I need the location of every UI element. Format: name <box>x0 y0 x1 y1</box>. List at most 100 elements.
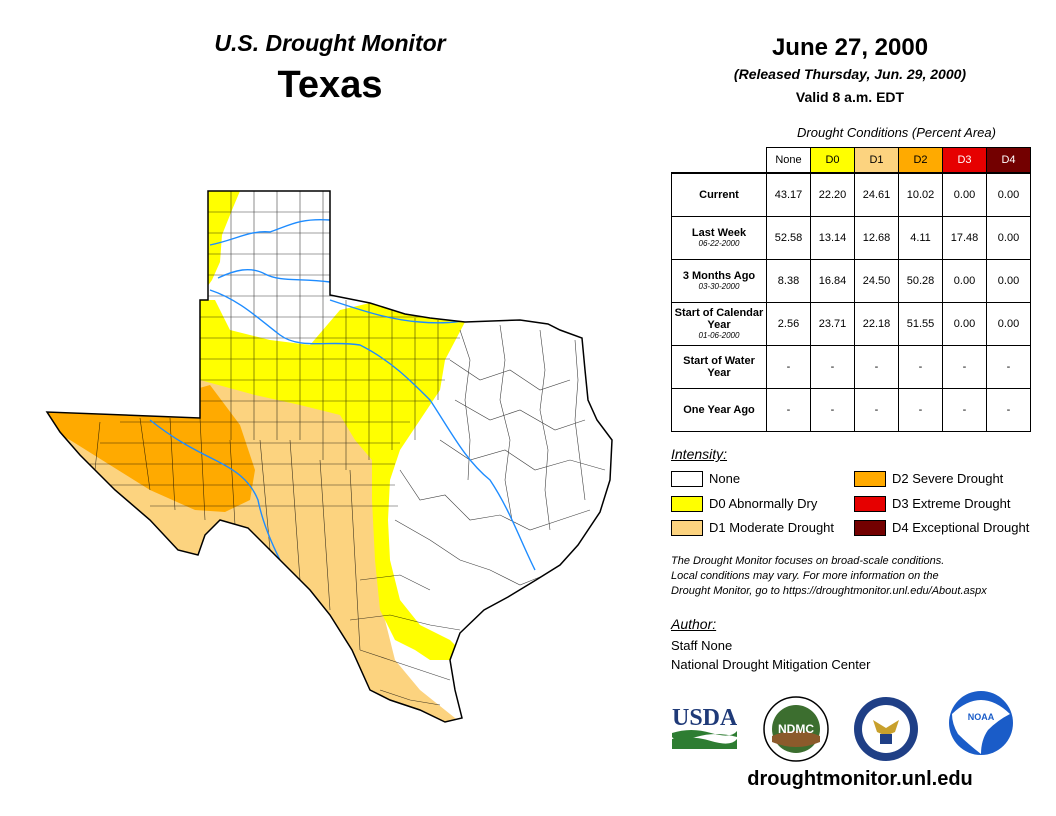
ndmc-logo: NDMC <box>763 696 829 762</box>
table-cell: 52.58 <box>766 216 811 260</box>
noaa-logo: NOAA <box>949 691 1013 755</box>
legend-swatch <box>854 471 886 487</box>
table-cell: - <box>986 388 1031 432</box>
brazos-river <box>209 289 536 571</box>
table-row-last-week: Last Week 06-22-2000 52.58 13.14 12.68 4.… <box>671 216 1031 260</box>
table-cell: 0.00 <box>942 172 987 217</box>
row-label-text: 3 Months Ago <box>682 270 756 282</box>
table-cell: 24.61 <box>854 172 899 217</box>
red-river <box>329 299 471 324</box>
table-cell: - <box>898 345 943 389</box>
shield-icon <box>880 734 892 744</box>
table-cell: - <box>854 388 899 432</box>
legend-swatch <box>854 520 886 536</box>
table-cell: 0.00 <box>942 259 987 303</box>
pecos-river <box>149 419 281 561</box>
drought-conditions-table: None D0 D1 D2 D3 D4 Current 43.17 22.20 … <box>671 147 1031 432</box>
table-cell: 23.71 <box>810 302 855 346</box>
table-cell: - <box>942 388 987 432</box>
noaa-logo-text: NOAA <box>968 712 995 722</box>
col-header-d2: D2 <box>898 147 943 174</box>
table-cell: 8.38 <box>766 259 811 303</box>
legend-label: D3 Extreme Drought <box>892 496 1011 511</box>
seagull-icon <box>952 700 1010 754</box>
county-lines <box>90 191 606 706</box>
col-header-d0: D0 <box>810 147 855 174</box>
website-link[interactable]: droughtmonitor.unl.edu <box>747 768 973 790</box>
row-date: 06-22-2000 <box>698 239 740 248</box>
col-header-d3: D3 <box>942 147 987 174</box>
legend-title: Intensity: <box>671 446 728 462</box>
map-date: June 27, 2000 <box>771 34 929 61</box>
legend-label: None <box>709 471 741 486</box>
table-cell: 51.55 <box>898 302 943 346</box>
row-label-text: One Year Ago <box>683 404 755 416</box>
table-cell: - <box>898 388 943 432</box>
rivers <box>149 218 536 571</box>
row-label: Start of Calendar Year 01-06-2000 <box>671 302 767 346</box>
usda-logo-field <box>672 737 737 749</box>
legend-swatch <box>671 520 703 536</box>
d0-zone-panhandle <box>205 191 240 290</box>
table-row-one-year-ago: One Year Ago - - - - - - <box>671 388 1031 432</box>
legend-label: D1 Moderate Drought <box>709 520 835 535</box>
table-cell: - <box>810 345 855 389</box>
ndmc-logo-land <box>772 731 820 747</box>
table-row-3-months-ago: 3 Months Ago 03-30-2000 8.38 16.84 24.50 … <box>671 259 1031 303</box>
table-caption: Drought Conditions (Percent Area) <box>797 125 996 140</box>
row-date: 01-06-2000 <box>698 331 740 340</box>
eagle-icon <box>873 720 899 736</box>
usda-logo: USDA <box>672 705 737 749</box>
row-label: 3 Months Ago 03-30-2000 <box>671 259 767 303</box>
table-cell: - <box>986 345 1031 389</box>
row-label-text: Current <box>699 189 739 201</box>
table-cell: 0.00 <box>942 302 987 346</box>
table-row-start-water-year: Start of Water Year - - - - - - <box>671 345 1031 389</box>
author-name: Staff None <box>671 638 733 653</box>
red-river-fork <box>217 268 331 283</box>
row-label: Last Week 06-22-2000 <box>671 216 767 260</box>
table-cell: 13.14 <box>810 216 855 260</box>
table-cell: - <box>810 388 855 432</box>
note-line: Drought Monitor, go to https://droughtmo… <box>671 585 987 597</box>
table-cell: 0.00 <box>986 216 1031 260</box>
row-label-text: Start of Calendar Year <box>674 307 764 331</box>
d0-zone-south <box>200 300 470 660</box>
product-title: U.S. Drought Monitor <box>214 30 446 56</box>
valid-time: Valid 8 a.m. EDT <box>795 89 905 105</box>
table-cell: 0.00 <box>986 302 1031 346</box>
ndmc-logo-text: NDMC <box>778 722 814 736</box>
table-row-start-calendar-year: Start of Calendar Year 01-06-2000 2.56 23… <box>671 302 1031 346</box>
table-cell: 43.17 <box>766 172 811 217</box>
author-label: Author: <box>671 616 717 632</box>
table-cell: 16.84 <box>810 259 855 303</box>
table-cell: 17.48 <box>942 216 987 260</box>
legend-swatch <box>854 496 886 512</box>
table-cell: 0.00 <box>986 259 1031 303</box>
table-row-current: Current 43.17 22.20 24.61 10.02 0.00 0.0… <box>671 172 1031 217</box>
table-cell: - <box>766 345 811 389</box>
table-cell: 22.20 <box>810 172 855 217</box>
table-cell: 50.28 <box>898 259 943 303</box>
row-label: Start of Water Year <box>671 345 767 389</box>
table-cell: 10.02 <box>898 172 943 217</box>
table-cell: - <box>854 345 899 389</box>
table-cell: 4.11 <box>898 216 943 260</box>
state-title: Texas <box>277 64 383 106</box>
state-outline <box>45 190 613 723</box>
col-header-none: None <box>766 147 811 174</box>
drought-zones <box>47 191 612 722</box>
table-corner <box>672 148 767 174</box>
table-cell: 12.68 <box>854 216 899 260</box>
legend-swatch <box>671 496 703 512</box>
legend-label: D0 Abnormally Dry <box>709 496 818 511</box>
row-label-text: Last Week <box>691 227 747 239</box>
d2-zone <box>47 385 255 512</box>
usda-logo-text: USDA <box>672 705 737 731</box>
row-label-text: Start of Water Year <box>683 355 755 379</box>
row-label: Current <box>671 172 767 217</box>
table-cell: 0.00 <box>986 172 1031 217</box>
commerce-seal-logo <box>854 697 918 761</box>
note-line: The Drought Monitor focuses on broad-sca… <box>671 555 945 567</box>
release-date: (Released Thursday, Jun. 29, 2000) <box>733 66 967 82</box>
